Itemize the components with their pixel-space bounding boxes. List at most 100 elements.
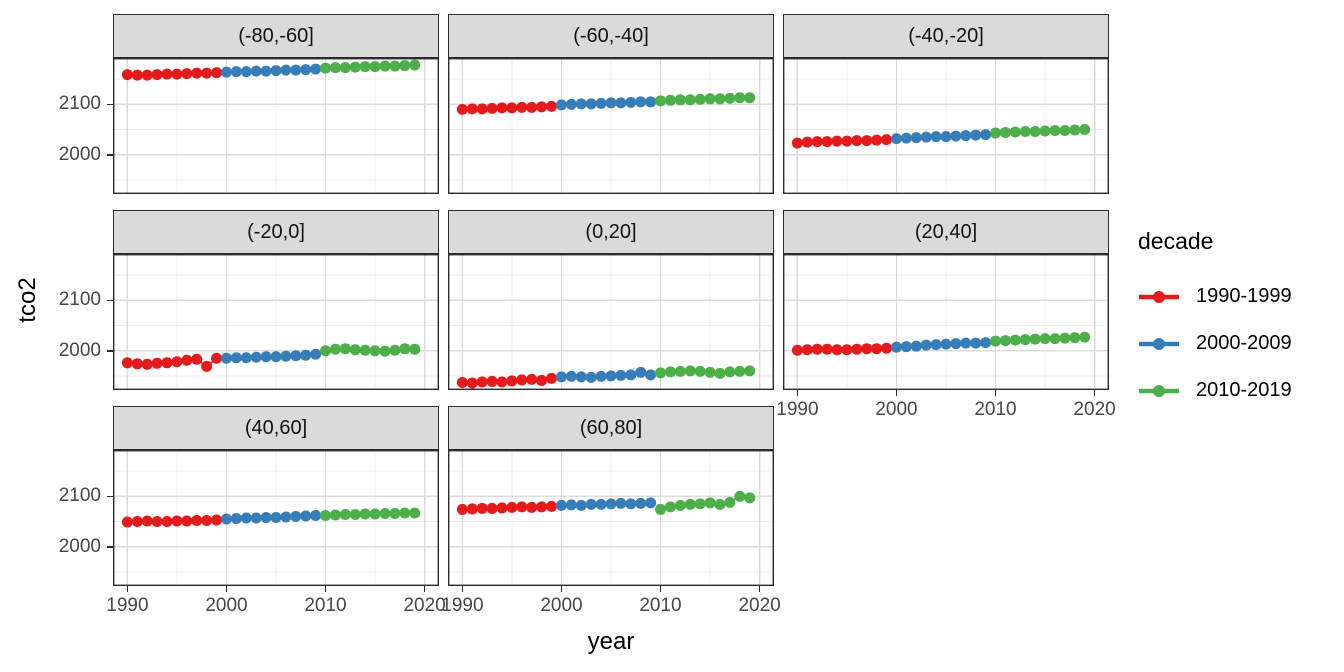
data-point: [999, 127, 1011, 139]
data-point: [704, 366, 716, 378]
data-point: [664, 501, 676, 513]
panel-border: [112, 449, 440, 587]
y-tick-label: 2100: [58, 93, 101, 115]
data-point: [329, 509, 341, 521]
data-point: [506, 375, 518, 387]
data-point: [861, 135, 873, 147]
data-point: [300, 349, 312, 361]
data-point: [379, 60, 391, 72]
data-point: [466, 103, 478, 115]
data-point: [290, 510, 302, 522]
data-point: [734, 365, 746, 377]
y-tick-label: 2000: [58, 339, 101, 361]
data-point: [861, 343, 873, 355]
x-tick-label: 2010: [974, 399, 1017, 420]
data-point: [605, 97, 617, 109]
data-point: [379, 345, 391, 357]
x-tick-mark: [1093, 390, 1096, 396]
y-tick-mark: [107, 350, 113, 352]
data-point: [970, 337, 982, 349]
data-point: [575, 371, 587, 383]
legend-entry: 1990-1999: [1138, 273, 1292, 320]
data-point: [339, 343, 351, 355]
data-point: [466, 377, 478, 389]
data-point: [476, 502, 488, 514]
data-point: [369, 508, 381, 520]
data-point: [121, 516, 133, 528]
x-tick-label: 2010: [639, 595, 682, 616]
data-point: [684, 94, 696, 106]
data-point: [240, 352, 252, 364]
data-point: [615, 97, 627, 109]
x-tick-mark: [461, 586, 464, 592]
data-point: [171, 68, 183, 80]
data-point: [270, 65, 282, 77]
data-point: [960, 130, 972, 142]
data-point: [250, 512, 262, 524]
data-point: [565, 98, 577, 110]
data-point: [585, 98, 597, 110]
facet-panel: [447, 57, 775, 195]
legend-label: 2000-2009: [1196, 332, 1292, 354]
facet-panel: [112, 57, 440, 195]
data-point: [664, 94, 676, 106]
data-point: [131, 69, 143, 81]
data-point: [280, 64, 292, 76]
data-point: [359, 508, 371, 520]
data-point: [871, 343, 883, 355]
y-tick-mark: [107, 154, 113, 156]
data-point: [260, 511, 272, 523]
data-point: [920, 339, 932, 351]
data-point: [605, 498, 617, 510]
data-point: [1009, 334, 1021, 346]
data-point: [724, 92, 736, 104]
data-point: [211, 67, 223, 79]
x-tick-mark: [659, 586, 662, 592]
data-point: [476, 376, 488, 388]
data-point: [486, 375, 498, 387]
data-point: [1009, 126, 1021, 138]
data-point: [526, 101, 538, 113]
data-point: [625, 498, 637, 510]
facet-strip: (-20,0]: [113, 210, 439, 254]
data-point: [181, 515, 193, 527]
facet-panel: [447, 253, 775, 391]
data-point: [389, 344, 401, 356]
data-point: [635, 96, 647, 108]
x-tick-mark: [895, 390, 898, 396]
data-point: [831, 344, 843, 356]
data-point: [409, 59, 421, 71]
data-point: [250, 351, 262, 363]
legend-key-dot: [1153, 384, 1165, 397]
data-point: [595, 370, 607, 382]
facet-strip-label: (-60,-40]: [573, 24, 649, 47]
data-point: [131, 358, 143, 370]
data-point: [329, 343, 341, 355]
data-point: [1049, 125, 1061, 137]
data-point: [890, 133, 902, 145]
facet-strip: (20,40]: [783, 210, 1109, 254]
data-point: [506, 501, 518, 513]
data-point: [940, 131, 952, 143]
data-point: [369, 345, 381, 357]
data-point: [516, 101, 528, 113]
data-point: [900, 341, 912, 353]
panel-border: [447, 57, 775, 195]
x-tick-label: 2020: [403, 595, 446, 616]
data-point: [211, 514, 223, 526]
data-point: [890, 341, 902, 353]
data-point: [121, 357, 133, 369]
data-point: [270, 351, 282, 363]
data-point: [744, 492, 756, 504]
data-point: [900, 132, 912, 144]
data-point: [694, 93, 706, 105]
x-tick-mark: [796, 390, 799, 396]
data-point: [369, 61, 381, 73]
data-point: [714, 498, 726, 510]
data-point: [841, 135, 853, 147]
data-point: [339, 62, 351, 74]
data-point: [260, 351, 272, 363]
data-point: [655, 95, 667, 107]
legend: decade 1990-1999 2000-2009 2010-2019: [1138, 228, 1292, 414]
